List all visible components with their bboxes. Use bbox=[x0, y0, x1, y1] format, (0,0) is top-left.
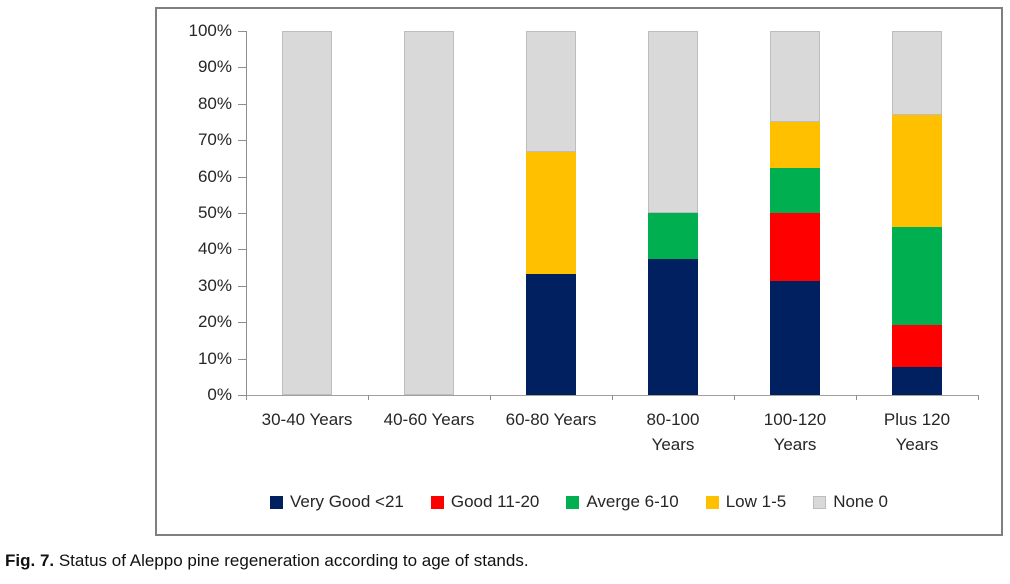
legend-item: Low 1-5 bbox=[705, 492, 787, 512]
legend-label: Averge 6-10 bbox=[586, 492, 679, 511]
y-tick-label: 20% bbox=[197, 312, 232, 332]
x-axis-label-line: 100-120 bbox=[763, 410, 827, 429]
bar-segment bbox=[526, 273, 576, 395]
x-axis-label-line: Plus 120 bbox=[883, 410, 951, 429]
legend-swatch bbox=[705, 495, 719, 509]
bar-segment bbox=[770, 122, 820, 168]
category-tick-mark bbox=[978, 395, 979, 400]
bar-segment bbox=[892, 366, 942, 395]
y-tick-label: 60% bbox=[197, 166, 232, 186]
plot-area: 0% 10% 20% 30% 40% 50% 60% 70% 80% 90% 100% 30-40 … bbox=[189, 21, 979, 454]
y-tick-mark bbox=[238, 395, 246, 396]
legend-label: None 0 bbox=[833, 492, 889, 511]
legend-item: Very Good <21 bbox=[269, 492, 404, 512]
legend-label: Low 1-5 bbox=[725, 492, 787, 511]
bar-segment bbox=[770, 167, 820, 213]
y-tick-label: 100% bbox=[188, 21, 232, 40]
y-tick-mark bbox=[238, 322, 246, 324]
bar-segment bbox=[282, 31, 332, 395]
caption-text: Status of Aleppo pine regeneration accor… bbox=[54, 551, 529, 570]
bar-segment bbox=[892, 31, 942, 116]
y-tick-label: 90% bbox=[197, 57, 232, 77]
x-axis-label-line: Years bbox=[773, 435, 817, 454]
caption-label: Fig. 7. bbox=[5, 551, 55, 570]
bar-column bbox=[368, 31, 490, 395]
x-axis-label-line: Years bbox=[651, 435, 695, 454]
y-tick-label: 70% bbox=[197, 130, 232, 150]
legend-item: Averge 6-10 bbox=[566, 492, 679, 512]
bar-column bbox=[734, 31, 856, 395]
bar-column bbox=[246, 31, 368, 395]
bar-segment bbox=[770, 213, 820, 282]
legend-swatch bbox=[269, 495, 283, 509]
bar-column bbox=[490, 31, 612, 395]
bar-segment bbox=[892, 325, 942, 367]
bar-segment bbox=[648, 213, 698, 259]
legend-item: None 0 bbox=[813, 492, 888, 512]
x-axis-label-line: 30-40 Years bbox=[261, 410, 353, 429]
y-axis-line bbox=[246, 31, 247, 400]
bar-segment bbox=[526, 152, 576, 274]
category-tick-mark bbox=[612, 395, 613, 400]
category-tick-mark bbox=[246, 395, 247, 400]
bar-segment bbox=[892, 115, 942, 228]
legend-label: Good 11-20 bbox=[450, 492, 540, 511]
bar-segment bbox=[648, 258, 698, 395]
x-axis-label-line: Years bbox=[895, 435, 939, 454]
y-tick-label: 50% bbox=[197, 203, 232, 222]
category-tick-mark bbox=[734, 395, 735, 400]
y-tick-mark bbox=[238, 249, 246, 251]
x-axis-label-line: 40-60 Years bbox=[383, 410, 475, 429]
x-axis-label: 80-100 Years bbox=[612, 407, 734, 457]
category-tick-mark bbox=[490, 395, 491, 400]
chart-panel: 0% 10% 20% 30% 40% 50% 60% 70% 80% 90% 100% 30-40 … bbox=[155, 7, 1003, 536]
category-tick-mark bbox=[856, 395, 857, 400]
y-tick-mark bbox=[238, 103, 246, 105]
y-tick-mark bbox=[238, 213, 246, 214]
y-tick-label: 10% bbox=[197, 348, 232, 368]
y-tick-mark bbox=[238, 67, 246, 69]
y-tick-mark bbox=[238, 358, 246, 360]
y-tick-mark bbox=[238, 31, 246, 32]
stacked-bar bbox=[892, 31, 942, 395]
stacked-bar bbox=[770, 31, 820, 395]
legend-label: Very Good <21 bbox=[289, 492, 404, 511]
stacked-bar bbox=[648, 31, 698, 395]
y-tick-label: 40% bbox=[197, 239, 232, 259]
stacked-bar bbox=[404, 31, 454, 395]
category-tick-mark bbox=[368, 395, 369, 400]
y-tick-label: 0% bbox=[207, 385, 232, 404]
y-tick-label: 80% bbox=[197, 93, 232, 113]
x-axis-label: 60-80 Years bbox=[490, 407, 612, 432]
x-axis-label-line: 80-100 bbox=[646, 410, 700, 429]
y-tick-mark bbox=[238, 176, 246, 178]
y-tick-mark bbox=[238, 140, 246, 142]
bar-segment bbox=[770, 31, 820, 122]
x-axis-label: 100-120 Years bbox=[734, 407, 856, 457]
x-axis-label-line: 60-80 Years bbox=[505, 410, 597, 429]
x-axis-label: Plus 120 Years bbox=[856, 407, 978, 457]
legend-item: Good 11-20 bbox=[430, 492, 540, 512]
legend: Very Good <21 Good 11-20 Averge 6-10 Low 1-… bbox=[157, 492, 1001, 512]
legend-swatch bbox=[566, 495, 580, 509]
stacked-bar bbox=[526, 31, 576, 395]
legend-swatch bbox=[430, 495, 444, 509]
bar-segment bbox=[526, 31, 576, 153]
bar-segment bbox=[892, 227, 942, 326]
figure-caption: Fig. 7. Status of Aleppo pine regenerati… bbox=[5, 551, 529, 571]
bar-segment bbox=[404, 31, 454, 395]
bar-segment bbox=[648, 31, 698, 213]
y-tick-label: 30% bbox=[197, 275, 232, 295]
bar-column bbox=[612, 31, 734, 395]
legend-swatch bbox=[813, 495, 827, 509]
x-axis-label: 30-40 Years bbox=[246, 407, 368, 432]
x-axis-label: 40-60 Years bbox=[368, 407, 490, 432]
bar-column bbox=[856, 31, 978, 395]
y-tick-mark bbox=[238, 285, 246, 287]
stacked-bar bbox=[282, 31, 332, 395]
bar-segment bbox=[770, 281, 820, 395]
